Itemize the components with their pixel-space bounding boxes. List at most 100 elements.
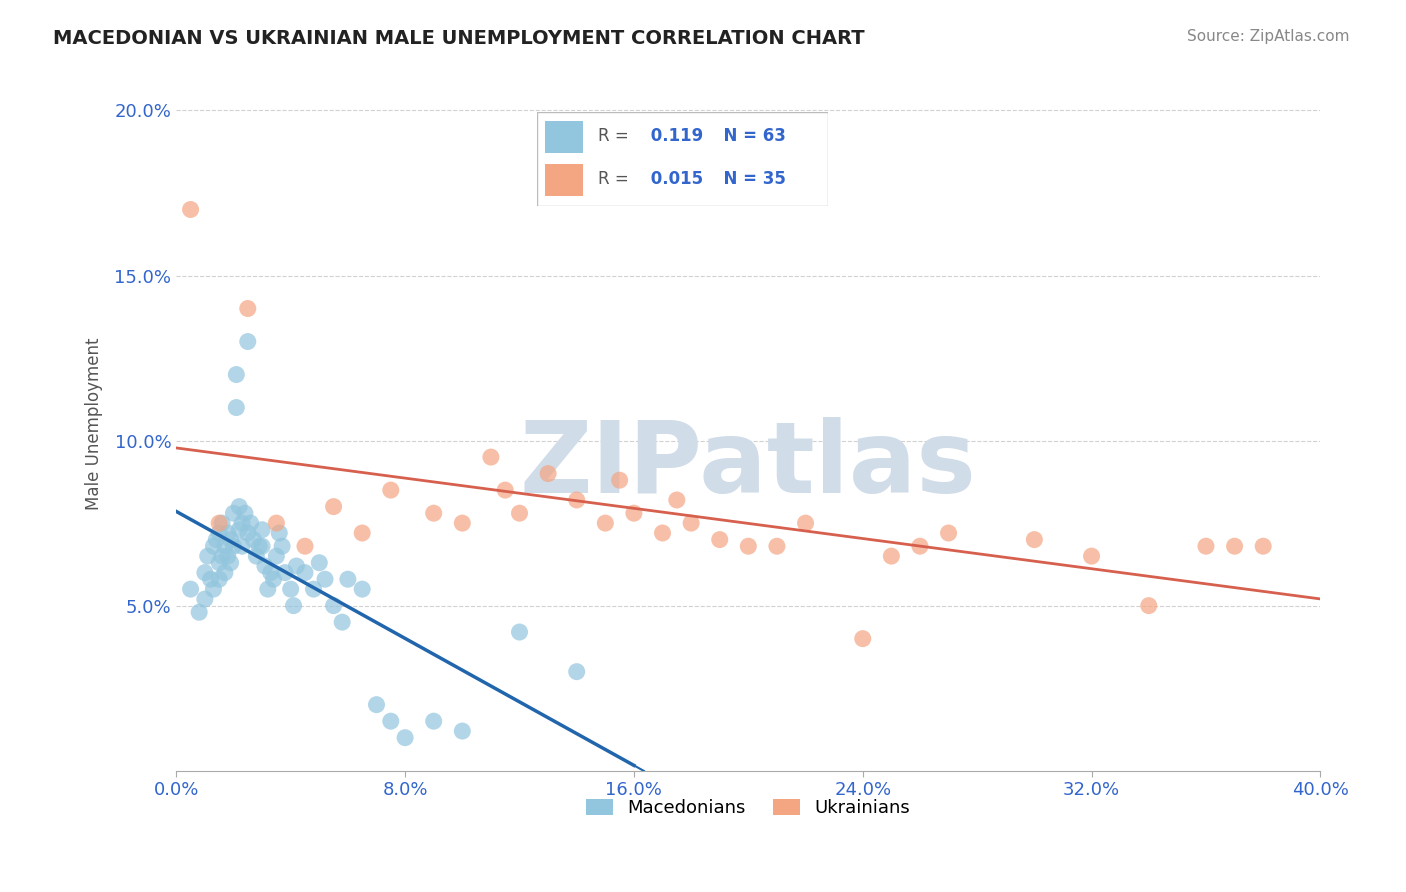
Point [451,516,474,530]
Text: MACEDONIAN VS UKRAINIAN MALE UNEMPLOYMENT CORRELATION CHART: MACEDONIAN VS UKRAINIAN MALE UNEMPLOYMEN… [53,29,865,48]
Text: Source: ZipAtlas.com: Source: ZipAtlas.com [1187,29,1350,45]
Y-axis label: Male Unemployment: Male Unemployment [86,338,103,510]
Point [709,533,731,547]
Point [208,572,231,586]
Point [322,599,344,613]
Point [880,549,903,563]
Point [681,516,703,530]
Point [283,599,305,613]
Point [394,731,416,745]
Point [1137,599,1160,613]
Point [208,526,231,541]
Point [256,582,278,596]
Point [197,549,219,563]
Point [285,559,308,574]
Point [219,533,242,547]
Point [200,572,222,586]
Point [1024,533,1046,547]
Point [1251,539,1274,553]
Point [665,493,688,508]
Point [253,559,276,574]
Point [233,506,256,520]
Point [211,516,233,530]
Point [330,615,353,629]
Point [222,506,245,520]
Point [280,582,302,596]
Point [228,523,250,537]
Point [180,582,202,596]
Point [236,301,259,316]
Point [228,500,250,514]
Point [794,516,817,530]
Point [623,506,645,520]
Point [852,632,875,646]
Point [908,539,931,553]
Point [219,556,242,570]
Point [271,539,294,553]
Point [208,516,231,530]
Point [737,539,759,553]
Point [208,556,231,570]
Point [595,516,617,530]
Point [352,526,374,541]
Point [537,467,560,481]
Text: ZIPatlas: ZIPatlas [520,417,977,514]
Point [205,533,228,547]
Point [274,566,297,580]
Point [250,523,273,537]
Point [651,526,673,541]
Point [1223,539,1246,553]
Point [1195,539,1218,553]
Point [225,368,247,382]
Point [380,714,402,728]
Point [380,483,402,497]
Point [294,539,316,553]
Point [236,334,259,349]
Point [366,698,388,712]
Point [494,483,516,497]
Point [322,500,344,514]
Point [214,566,236,580]
Point [231,516,253,530]
Point [451,724,474,739]
Point [308,556,330,570]
Point [194,566,217,580]
Point [294,566,316,580]
Point [236,526,259,541]
Point [352,582,374,596]
Point [245,549,267,563]
Point [214,539,236,553]
Point [202,582,225,596]
Point [239,516,262,530]
Point [565,493,588,508]
Point [242,533,264,547]
Point [231,539,253,553]
Point [266,549,288,563]
Point [217,549,239,563]
Point [336,572,359,586]
Point [202,539,225,553]
Point [211,549,233,563]
Point [250,539,273,553]
Point [508,625,530,640]
Point [609,473,631,487]
Point [269,526,291,541]
Point [508,506,530,520]
Legend: Macedonians, Ukrainians: Macedonians, Ukrainians [579,791,918,824]
Point [222,539,245,553]
Point [188,605,211,619]
Point [263,572,285,586]
Point [422,714,444,728]
Point [180,202,202,217]
Point [938,526,960,541]
Point [266,516,288,530]
Point [260,566,283,580]
Point [1080,549,1102,563]
Point [766,539,789,553]
Point [479,450,502,464]
Point [565,665,588,679]
Point [302,582,325,596]
Point [217,526,239,541]
Point [247,539,270,553]
Point [422,506,444,520]
